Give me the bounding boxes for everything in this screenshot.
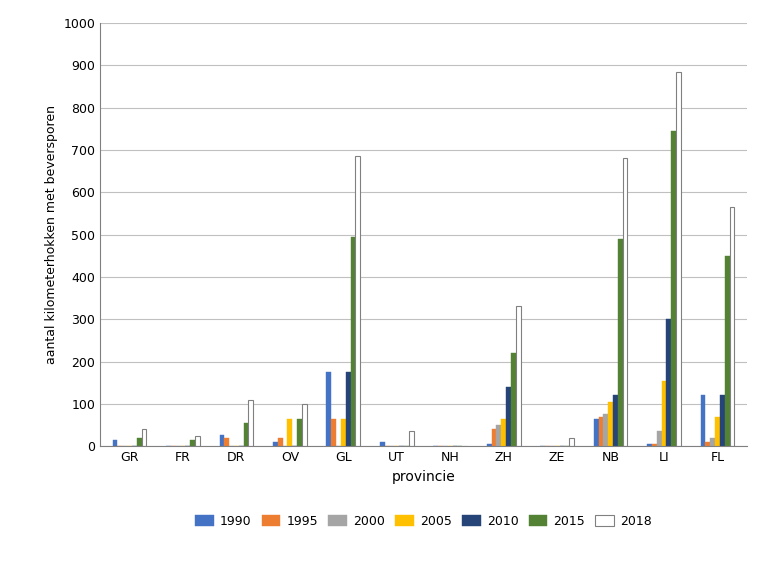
- Bar: [190, 440, 195, 446]
- Bar: [667, 319, 671, 446]
- Bar: [331, 419, 336, 446]
- Bar: [623, 158, 628, 446]
- Bar: [112, 440, 118, 446]
- Y-axis label: aantal kilometerhokken met beversporen: aantal kilometerhokken met beversporen: [45, 105, 58, 364]
- Bar: [569, 438, 574, 446]
- Bar: [487, 444, 492, 446]
- Bar: [648, 444, 652, 446]
- Bar: [355, 156, 360, 446]
- Bar: [243, 423, 249, 446]
- Bar: [608, 402, 613, 446]
- X-axis label: provincie: provincie: [392, 470, 455, 483]
- Bar: [195, 436, 199, 446]
- Bar: [409, 431, 413, 446]
- Bar: [652, 444, 657, 446]
- Bar: [341, 419, 346, 446]
- Bar: [224, 438, 229, 446]
- Bar: [594, 419, 598, 446]
- Bar: [492, 429, 497, 446]
- Bar: [249, 400, 253, 446]
- Bar: [705, 442, 710, 446]
- Bar: [725, 256, 729, 446]
- Bar: [720, 395, 725, 446]
- Bar: [287, 419, 293, 446]
- Bar: [380, 442, 385, 446]
- Bar: [302, 404, 306, 446]
- Bar: [701, 395, 705, 446]
- Bar: [676, 72, 681, 446]
- Bar: [511, 353, 516, 446]
- Bar: [501, 419, 506, 446]
- Bar: [657, 431, 661, 446]
- Bar: [273, 442, 278, 446]
- Bar: [710, 438, 715, 446]
- Bar: [598, 416, 604, 446]
- Bar: [613, 395, 618, 446]
- Bar: [506, 387, 511, 446]
- Bar: [604, 414, 608, 446]
- Legend: 1990, 1995, 2000, 2005, 2010, 2015, 2018: 1990, 1995, 2000, 2005, 2010, 2015, 2018: [190, 510, 657, 533]
- Bar: [715, 416, 720, 446]
- Bar: [350, 237, 355, 446]
- Bar: [297, 419, 302, 446]
- Bar: [346, 372, 350, 446]
- Bar: [142, 429, 146, 446]
- Bar: [729, 207, 735, 446]
- Bar: [137, 438, 142, 446]
- Bar: [497, 425, 501, 446]
- Bar: [326, 372, 331, 446]
- Bar: [661, 380, 667, 446]
- Bar: [219, 435, 224, 446]
- Bar: [516, 307, 521, 446]
- Bar: [671, 131, 676, 446]
- Bar: [278, 438, 283, 446]
- Bar: [618, 239, 623, 446]
